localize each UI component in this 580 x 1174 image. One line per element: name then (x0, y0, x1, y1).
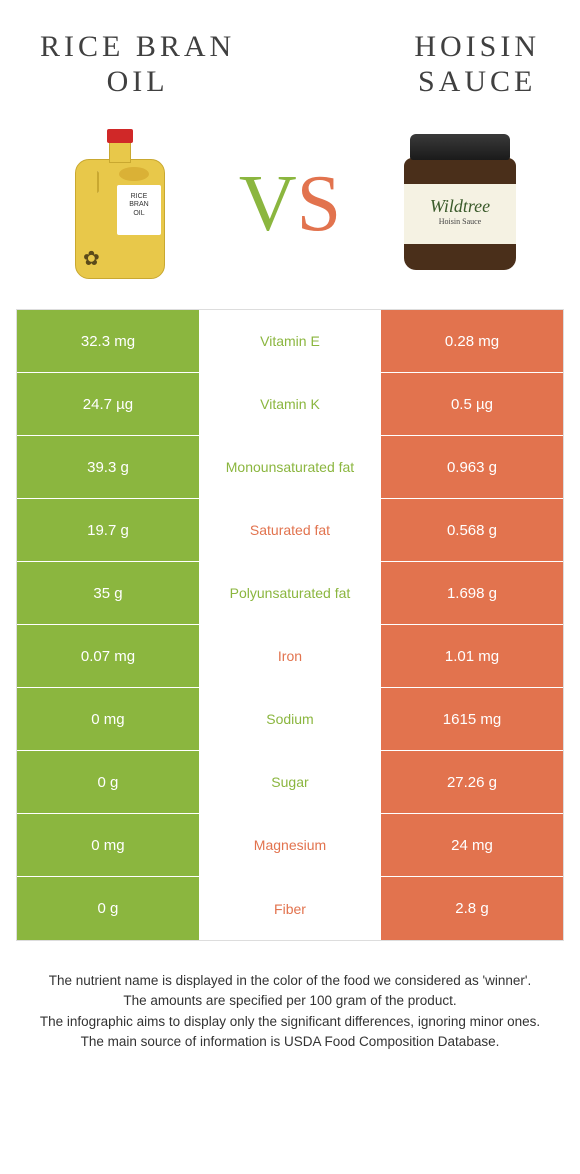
nutrient-name: Polyunsaturated fat (199, 562, 381, 624)
nutrient-name: Monounsaturated fat (199, 436, 381, 498)
right-title-line1: HOISIN (414, 30, 540, 63)
right-title-line2: SAUCE (418, 65, 536, 98)
table-row: 39.3 gMonounsaturated fat0.963 g (17, 436, 563, 499)
right-value: 27.26 g (381, 751, 563, 813)
table-row: 32.3 mgVitamin E0.28 mg (17, 310, 563, 373)
vs-label: VS (239, 159, 341, 250)
table-row: 0 mgMagnesium24 mg (17, 814, 563, 877)
sauce-jar-icon: Wildtree Hoisin Sauce (400, 134, 520, 274)
footer-line: The infographic aims to display only the… (24, 1012, 556, 1032)
nutrient-name: Sugar (199, 751, 381, 813)
table-row: 24.7 µgVitamin K0.5 µg (17, 373, 563, 436)
footer-line: The nutrient name is displayed in the co… (24, 971, 556, 991)
left-value: 0 g (17, 751, 199, 813)
table-row: 0 gSugar27.26 g (17, 751, 563, 814)
left-value: 0 mg (17, 688, 199, 750)
left-title: RICE BRAN OIL (40, 30, 235, 99)
footer-notes: The nutrient name is displayed in the co… (0, 941, 580, 1052)
footer-line: The main source of information is USDA F… (24, 1032, 556, 1052)
table-row: 0 gFiber2.8 g (17, 877, 563, 940)
left-value: 39.3 g (17, 436, 199, 498)
nutrient-name: Saturated fat (199, 499, 381, 561)
nutrient-name: Vitamin E (199, 310, 381, 372)
left-value: 24.7 µg (17, 373, 199, 435)
left-image: RICE BRAN OIL ✿ (40, 124, 200, 284)
left-value: 0 mg (17, 814, 199, 876)
left-value: 0.07 mg (17, 625, 199, 687)
oil-bottle-icon: RICE BRAN OIL ✿ (75, 129, 165, 279)
footer-line: The amounts are specified per 100 gram o… (24, 991, 556, 1011)
right-value: 0.568 g (381, 499, 563, 561)
header: RICE BRAN OIL HOISIN SAUCE (0, 0, 580, 109)
right-value: 1.01 mg (381, 625, 563, 687)
right-image: Wildtree Hoisin Sauce (380, 124, 540, 284)
right-value: 1.698 g (381, 562, 563, 624)
table-row: 35 gPolyunsaturated fat1.698 g (17, 562, 563, 625)
left-title-line1: RICE BRAN (40, 30, 235, 63)
right-value: 0.28 mg (381, 310, 563, 372)
table-row: 19.7 gSaturated fat0.568 g (17, 499, 563, 562)
nutrient-name: Vitamin K (199, 373, 381, 435)
table-row: 0.07 mgIron1.01 mg (17, 625, 563, 688)
right-value: 0.963 g (381, 436, 563, 498)
left-value: 0 g (17, 877, 199, 940)
left-value: 32.3 mg (17, 310, 199, 372)
nutrient-name: Fiber (199, 877, 381, 940)
right-value: 2.8 g (381, 877, 563, 940)
images-row: RICE BRAN OIL ✿ VS Wildtree Hoisin Sauce (0, 109, 580, 309)
right-value: 1615 mg (381, 688, 563, 750)
right-title: HOISIN SAUCE (414, 30, 540, 99)
left-value: 19.7 g (17, 499, 199, 561)
left-value: 35 g (17, 562, 199, 624)
table-row: 0 mgSodium1615 mg (17, 688, 563, 751)
vs-s: S (297, 160, 342, 248)
nutrition-table: 32.3 mgVitamin E0.28 mg24.7 µgVitamin K0… (16, 309, 564, 941)
nutrient-name: Iron (199, 625, 381, 687)
vs-v: V (239, 160, 297, 248)
nutrient-name: Sodium (199, 688, 381, 750)
right-value: 24 mg (381, 814, 563, 876)
right-value: 0.5 µg (381, 373, 563, 435)
left-title-line2: OIL (107, 65, 169, 98)
nutrient-name: Magnesium (199, 814, 381, 876)
